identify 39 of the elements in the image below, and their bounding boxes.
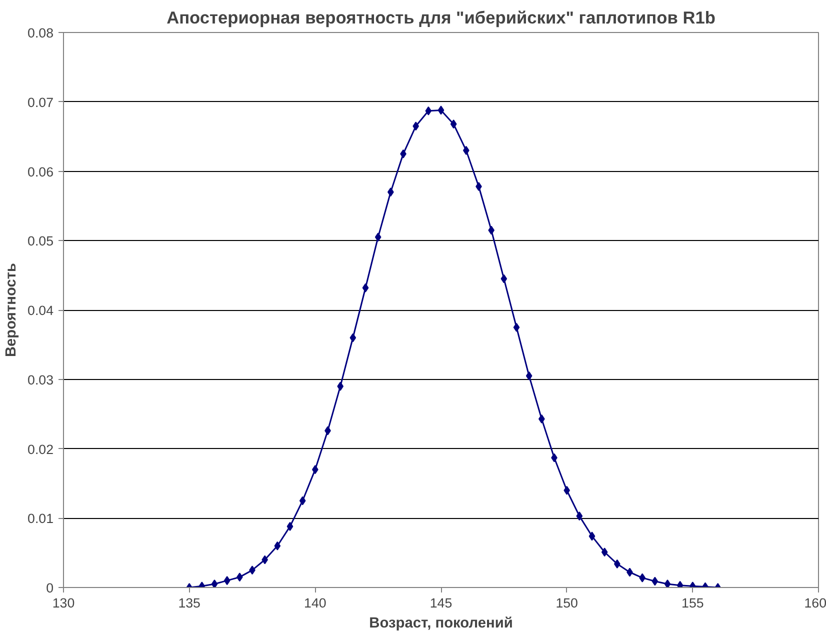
- x-tick-label: 140: [304, 596, 326, 610]
- point: [274, 541, 281, 550]
- y-tick-label: 0.04: [28, 303, 54, 318]
- point: [664, 580, 671, 588]
- point: [500, 274, 508, 284]
- y-tick-label: 0.03: [28, 372, 54, 388]
- chart-title: Апостериорная вероятность для "иберийских" гаплотипов R1b: [166, 8, 716, 28]
- x-tick-label: 130: [52, 596, 75, 610]
- x-tick-label: 135: [178, 596, 200, 610]
- x-tick-label: 160: [804, 596, 826, 610]
- point: [425, 106, 432, 116]
- point: [211, 580, 218, 588]
- y-axis-title: Вероятность: [4, 262, 20, 358]
- x-tick-label: 155: [682, 596, 704, 610]
- x-tick-label: 150: [556, 596, 578, 610]
- x-tick-label: 145: [430, 596, 452, 610]
- y-tick-label: 0.08: [28, 26, 54, 40]
- y-tick-label: 0.07: [28, 94, 54, 110]
- y-tick-label: 0.01: [28, 511, 54, 526]
- point: [576, 512, 583, 521]
- point: [224, 576, 230, 586]
- y-tick-label: 0.06: [28, 164, 54, 180]
- point: [362, 283, 369, 292]
- point: [676, 580, 684, 588]
- point: [588, 532, 596, 541]
- point: [652, 576, 658, 586]
- point: [450, 120, 457, 129]
- y-tick-label: 0: [46, 580, 54, 596]
- y-tick-label: 0.05: [28, 234, 54, 249]
- point: [438, 106, 444, 115]
- point: [286, 522, 294, 531]
- point: [299, 496, 306, 506]
- point: [601, 548, 608, 557]
- x-axis-title: Возраст, поколений: [369, 616, 513, 632]
- y-tick-label: 0.02: [28, 442, 54, 457]
- point: [526, 371, 532, 380]
- point: [513, 322, 520, 332]
- point: [374, 232, 382, 242]
- point: [350, 333, 356, 342]
